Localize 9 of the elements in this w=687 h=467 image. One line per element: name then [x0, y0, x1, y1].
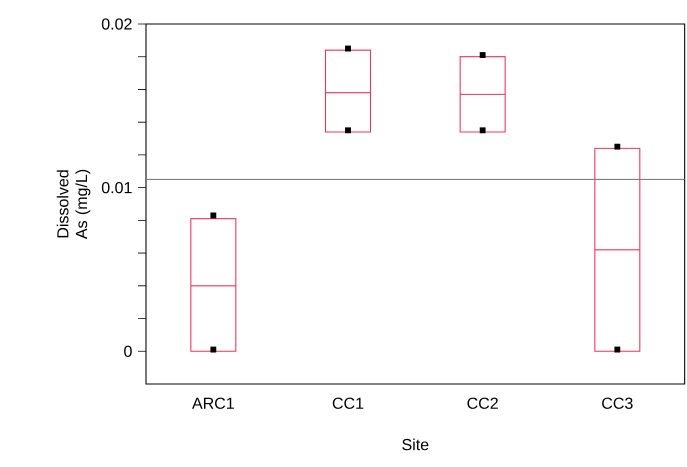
x-axis-title: Site [402, 438, 428, 450]
x-tick-label: CC2 [467, 398, 498, 409]
x-tick-label: CC3 [602, 398, 633, 409]
y-tick-label: 0.01 [102, 182, 132, 194]
y-tick-label: 0 [124, 346, 132, 357]
x-tick-label: ARC1 [192, 398, 234, 409]
y-tick-label: 0.02 [102, 18, 132, 30]
x-tick-label: CC1 [332, 398, 364, 409]
y-axis-title: Dissolved As (mg/L) [56, 170, 90, 240]
